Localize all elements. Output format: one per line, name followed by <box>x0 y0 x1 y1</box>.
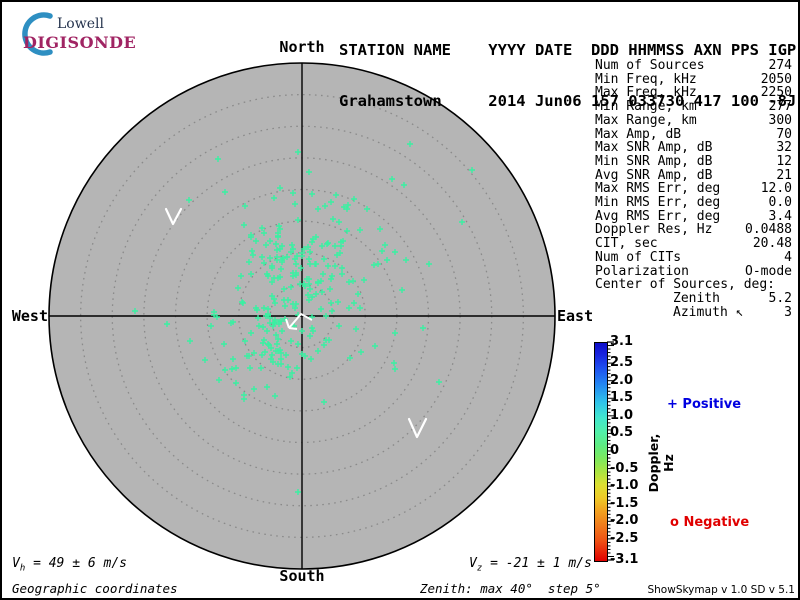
stat-row: Zenith 5.2 <box>595 292 792 306</box>
compass-label-east: East <box>557 307 594 325</box>
stat-value: 0.0 <box>768 195 792 211</box>
stat-row: Max Freq, kHz 2250 <box>595 86 792 100</box>
stat-row: Num of Sources 274 <box>595 59 792 73</box>
stat-row: Min RMS Err, deg 0.0 <box>595 196 792 210</box>
stat-label: CIT, sec <box>595 236 658 252</box>
stat-value: 3.4 <box>768 208 792 224</box>
stat-row: Avg RMS Err, deg 3.4 <box>595 210 792 224</box>
drift-arrow-head <box>285 318 290 329</box>
stat-label: Avg RMS Err, deg <box>595 208 721 224</box>
stat-row: Min Freq, kHz 2050 <box>595 71 792 87</box>
stat-label: Max SNR Amp, dB <box>595 140 713 156</box>
lowell-digisonde-logo: Lowell DIGISONDE <box>10 8 140 56</box>
stat-label: Zenith <box>673 290 720 306</box>
stat-label: Polarization <box>595 263 689 279</box>
colorbar-tick-label: 2.0 <box>610 372 634 388</box>
stat-value: 12.0 <box>760 181 792 197</box>
stat-value: 277 <box>768 99 792 115</box>
stat-label: Avg SNR Amp, dB <box>595 167 713 183</box>
colorbar-tick-label: -0.5 <box>610 460 639 476</box>
positive-doppler-legend: + Positive <box>667 397 742 412</box>
stat-label: Min RMS Err, deg <box>595 195 721 211</box>
stat-label: Max Amp, dB <box>595 126 682 142</box>
white-chevron-mark <box>407 417 428 439</box>
logo-lowell-text: Lowell <box>57 16 104 32</box>
compass-label-west: West <box>11 307 48 325</box>
stat-label: Max RMS Err, deg <box>595 181 721 197</box>
drift-arrow-head <box>288 327 298 330</box>
software-version: ShowSkymap v 1.0 SD v 5.1 <box>647 584 795 596</box>
doppler-colorbar <box>594 342 608 562</box>
stat-row: Max Range, km 300 <box>595 114 792 128</box>
stat-value: 0.0488 <box>745 222 792 238</box>
colorbar-tick-label: 3.1 <box>610 334 634 349</box>
stat-row: CIT, sec 20.48 <box>595 237 792 251</box>
stat-row: Max SNR Amp, dB 32 <box>595 141 792 155</box>
stat-label: Min Freq, kHz <box>595 71 697 87</box>
stat-label: Num of CITs <box>595 249 682 265</box>
compass-label-north: North <box>279 38 325 56</box>
station-header: STATION NAME YYYY DATE DDD HHMMSS AXN PP… <box>339 8 796 144</box>
colorbar-tick-label: 1.0 <box>610 407 634 423</box>
stat-row: Num of CITs 4 <box>595 251 792 265</box>
crescent-icon <box>22 12 53 56</box>
stat-row: Min SNR Amp, dB 12 <box>595 155 792 169</box>
source-scatter-points <box>132 141 475 495</box>
stat-row: Azimuth ↖ 3 <box>595 304 792 320</box>
stat-value: 12 <box>776 153 792 169</box>
logo-digisonde-text: DIGISONDE <box>23 33 137 52</box>
stat-row: Polarization O-mode <box>595 263 792 279</box>
stat-value: 20.48 <box>752 236 792 252</box>
vertical-velocity-readout: Vz = -21 ± 1 m/s <box>469 556 592 574</box>
stat-value: 70 <box>776 126 792 142</box>
stat-value: 21 <box>776 167 792 183</box>
stat-value: 3 <box>784 304 792 320</box>
stat-row: Min Range, km 277 <box>595 100 792 114</box>
colorbar-tick-label: -2.5 <box>610 530 639 546</box>
stat-row: Max RMS Err, deg 12.0 <box>595 182 792 196</box>
colorbar-tick-label: -1.5 <box>610 495 639 511</box>
stat-label: Min SNR Amp, dB <box>595 153 713 169</box>
center-of-sources-header: Center of Sources, deg: <box>595 277 776 293</box>
stat-label: Azimuth ↖ <box>673 304 744 320</box>
stat-value: 32 <box>776 140 792 156</box>
negative-doppler-legend: o Negative <box>670 515 750 530</box>
horizontal-velocity-readout: Vh = 49 ± 6 m/s <box>12 556 127 574</box>
stat-value: 2250 <box>760 85 792 101</box>
stat-label: Doppler Res, Hz <box>595 222 713 238</box>
stat-row: Max Amp, dB 70 <box>595 126 792 142</box>
white-chevron-mark <box>164 207 183 226</box>
colorbar-tick-label: -1.0 <box>610 478 639 494</box>
colorbar-tick-label: -3.1 <box>610 552 639 567</box>
colorbar-axis-title: Doppler, Hz <box>646 433 676 493</box>
stat-value: 5.2 <box>768 290 792 306</box>
colorbar-tick-label: 1.5 <box>610 390 634 406</box>
station-header-values: Grahamstown 2014 Jun06 157 033730 417 10… <box>339 92 797 110</box>
stat-value: 4 <box>784 249 792 265</box>
colorbar-tick-label: 0 <box>610 443 620 458</box>
stat-label: Num of Sources <box>595 58 705 73</box>
colorbar-tick-label: 0.5 <box>610 425 634 441</box>
stat-label: Max Range, km <box>595 112 697 128</box>
stat-value: 2050 <box>760 71 792 87</box>
coordinate-system-note: Geographic coordinates <box>12 581 178 596</box>
stat-value: 274 <box>768 58 792 73</box>
station-header-columns: STATION NAME YYYY DATE DDD HHMMSS AXN PP… <box>339 41 797 59</box>
drift-direction-arrow <box>288 312 313 329</box>
compass-label-south: South <box>279 567 325 585</box>
colorbar-tick-label: 2.5 <box>610 355 634 371</box>
zenith-scale-note: Zenith: max 40° step 5° <box>420 581 601 596</box>
colorbar-tick-label: -2.0 <box>610 513 639 529</box>
stat-label: Min Range, km <box>595 99 697 115</box>
stat-row: Avg SNR Amp, dB 21 <box>595 167 792 183</box>
stats-rows: Num of Sources 274 Min Freq, kHz 2050 Max Fr… <box>595 59 792 278</box>
measurement-stats-panel: Num of Sources 274 Min Freq, kHz 2050 Max Fr… <box>595 59 792 319</box>
center-of-sources-rows: Zenith 5.2 Azimuth ↖ 3 <box>595 292 792 319</box>
stat-row: Doppler Res, Hz 0.0488 <box>595 223 792 237</box>
stat-label: Max Freq, kHz <box>595 85 697 101</box>
stat-value: 300 <box>768 112 792 128</box>
stat-value: O-mode <box>745 263 792 279</box>
